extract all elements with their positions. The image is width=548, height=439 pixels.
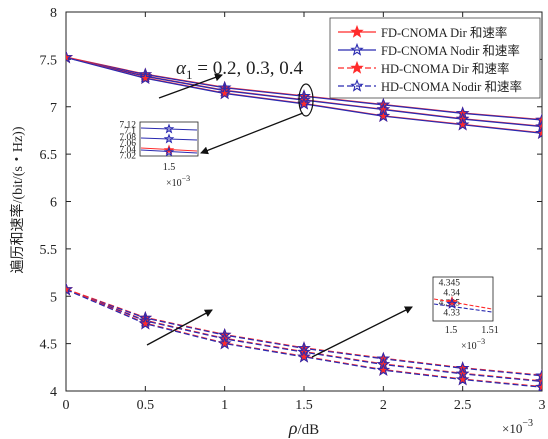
y-tick-label: 5.5 <box>40 243 58 258</box>
inset-fd-y-tick: 7.1 <box>124 127 136 137</box>
x-axis-ticks: 0 0.5 1 1.5 2 2.5 3 <box>63 12 546 413</box>
legend-marker-2 <box>350 60 364 74</box>
fd-nodir-point <box>297 96 311 110</box>
inset-hd-frame <box>432 276 494 322</box>
fd-nodir-point <box>535 119 542 133</box>
hd-alpha-arrow <box>146 309 213 346</box>
alpha-annotation: α1 = 0.2, 0.3, 0.4 <box>176 58 303 82</box>
inset-hd-x-tick-2: 1.51 <box>481 325 499 336</box>
y-tick-label: 5 <box>50 290 57 305</box>
legend-label-1: FD-CNOMA Nodir 和速率 <box>381 43 520 58</box>
inset-fd-x-tick: 1.5 <box>163 162 176 173</box>
legend-marker-1 <box>350 42 364 56</box>
fd-zoom-arrow <box>200 112 304 155</box>
y-tick-label: 4 <box>50 385 57 400</box>
fd-nodir-point <box>455 117 470 131</box>
inset-fd-y-tick: 7.08 <box>119 133 136 143</box>
fd-nodir-point <box>376 109 391 122</box>
inset-fd-y-tick: 7.02 <box>119 152 136 162</box>
x-axis-unit: /dB <box>297 422 319 438</box>
legend-box <box>329 17 541 99</box>
x-tick-label: 3 <box>539 398 546 413</box>
hd-nodir-point <box>376 363 391 376</box>
legend-label-0: FD-CNOMA Dir 和速率 <box>381 25 507 40</box>
hd-nodir-point <box>535 374 542 388</box>
hd-nodir-point <box>217 336 232 350</box>
inset-hd-line-blue <box>433 303 493 313</box>
inset-hd-y-tick: 4.33 <box>443 309 460 319</box>
inset-fd-marker-0 <box>163 123 175 134</box>
x-tick-label: 2 <box>380 398 387 413</box>
inset-fd: 7.127.17.087.067.047.02 1.5 ×10−3 <box>119 121 199 189</box>
alpha-arrow <box>158 73 223 99</box>
y-tick-label: 8 <box>50 6 57 21</box>
hd-nodir-point <box>66 282 73 296</box>
hd-nodir-point <box>535 368 542 382</box>
y-tick-label: 7 <box>50 101 57 116</box>
y-tick-label: 7.5 <box>40 53 58 68</box>
x-axis-exponent: ×10−3 <box>502 418 533 436</box>
inset-fd-y-tick: 7.06 <box>119 139 136 149</box>
legend-marker-3 <box>350 78 364 92</box>
y-tick-label: 6 <box>50 196 57 211</box>
x-axis-symbol: ρ <box>288 418 298 438</box>
hd-nodir-point <box>455 372 470 386</box>
x-tick-label: 1.5 <box>295 398 313 413</box>
legend-label-3: HD-CNOMA Nodir 和速率 <box>381 79 522 94</box>
inset-fd-marker-1 <box>163 133 175 144</box>
x-tick-label: 2.5 <box>454 398 472 413</box>
inset-fd-marker-3 <box>163 146 175 157</box>
inset-hd-y-tick: 4.345 <box>439 279 461 289</box>
inset-fd-line-2 <box>140 137 198 141</box>
inset-fd-line-1 <box>140 127 198 131</box>
hd-nodir-point <box>297 349 311 363</box>
fd-nodir-point <box>535 126 542 139</box>
y-tick-label: 6.5 <box>40 148 58 163</box>
inset-hd-y-tick: 4.34 <box>443 289 460 299</box>
inset-hd-marker-dir <box>446 295 458 307</box>
hd-nodir-point <box>535 380 542 391</box>
inset-hd-x-tick-1: 1.5 <box>445 325 458 336</box>
inset-fd-exponent: ×10−3 <box>166 174 190 189</box>
inset-hd-marker-nodir <box>446 297 458 309</box>
data-series <box>66 50 542 391</box>
hd-zoom-arrow <box>311 306 413 358</box>
x-tick-label: 1 <box>221 398 228 413</box>
legend: FD-CNOMA Dir 和速率 FD-CNOMA Nodir 和速率 HD-CNO… <box>329 17 541 99</box>
x-tick-label: 0.5 <box>137 398 155 413</box>
inset-fd-y-tick: 7.12 <box>119 121 136 131</box>
fd-nodir-point <box>217 86 232 100</box>
y-tick-label: 4.5 <box>40 338 58 353</box>
inset-fd-marker-2 <box>163 144 175 155</box>
zoom-ellipse <box>298 83 314 117</box>
inset-fd-y-tick: 7.04 <box>119 145 136 155</box>
y-axis-label: 遍历和速率/(bit/(s・Hz)) <box>9 126 26 273</box>
hd-nodir-point <box>138 316 153 330</box>
x-tick-label: 0 <box>63 398 70 413</box>
inset-hd-line-red <box>433 298 493 310</box>
legend-label-2: HD-CNOMA Dir 和速率 <box>381 61 509 76</box>
y-axis-ticks: 4 4.5 5 5.5 6 6.5 7 7.5 8 <box>40 6 542 400</box>
fd-nodir-point <box>535 112 542 126</box>
fd-nodir-point <box>66 50 73 64</box>
x-axis-label: ρ/dB <box>288 418 319 438</box>
inset-hd-exponent: ×10−3 <box>461 337 485 352</box>
legend-marker-0 <box>350 24 364 38</box>
fd-nodir-point <box>138 71 153 85</box>
